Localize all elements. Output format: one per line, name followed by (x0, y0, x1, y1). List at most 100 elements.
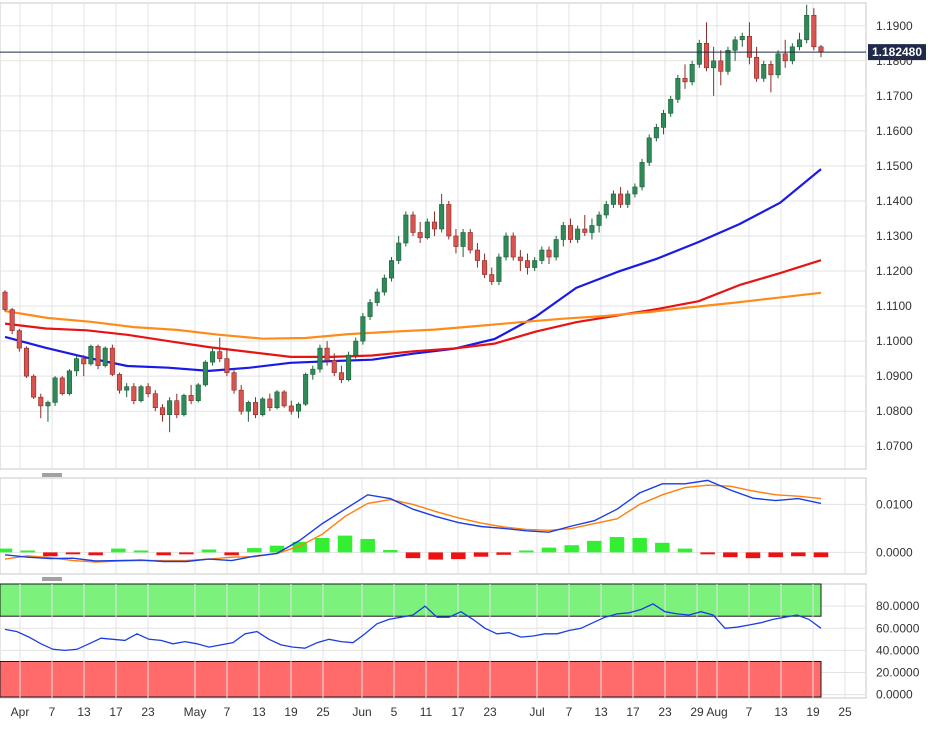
x-tick-label: 11 (420, 705, 433, 719)
candle-body (567, 225, 573, 240)
macd-histogram-bar (473, 552, 489, 557)
candlesticks (2, 4, 824, 433)
macd-line (4, 479, 822, 563)
candle-body (582, 228, 588, 233)
candle-body (9, 309, 15, 331)
oscillator-tick-label: 80.0000 (876, 599, 920, 613)
macd-histogram-bar (111, 548, 126, 553)
candle-body (346, 354, 352, 380)
macd-histogram-bar (43, 552, 58, 557)
price-tick-label: 1.1500 (876, 159, 913, 173)
candle-body (474, 249, 480, 261)
overbought-zone (0, 583, 822, 617)
candle-body (424, 221, 430, 239)
candle-body (489, 274, 495, 282)
macd-histogram-bar (813, 552, 829, 558)
candle-body (117, 374, 123, 391)
macd-histogram-bar (496, 552, 511, 555)
candle-body (768, 64, 774, 76)
candle-body (818, 46, 824, 53)
x-tick-label: 7 (224, 705, 231, 719)
price-tick-label: 1.1400 (876, 194, 913, 208)
x-tick-label: 25 (316, 705, 330, 719)
price-tick-label: 1.1000 (876, 334, 913, 348)
macd-indicator (0, 479, 829, 563)
candle-body (310, 368, 316, 375)
macd-tick-label: 0.0100 (876, 497, 913, 511)
x-tick-label: 5 (391, 705, 398, 719)
candle-body (88, 346, 94, 365)
x-tick-label: Apr (11, 705, 30, 719)
candle-body (152, 393, 158, 408)
candle-body (589, 225, 595, 233)
current-price-line: 1.182480 (0, 44, 926, 61)
candle-body (202, 361, 208, 386)
candle-body (338, 372, 344, 380)
candle-body (331, 360, 337, 373)
macd-histogram-bar (383, 550, 398, 553)
oscillator-tick-label: 0.0000 (876, 688, 913, 702)
oscillator-indicator (4, 603, 822, 652)
candle-body (797, 39, 803, 48)
candle-body (389, 260, 395, 279)
candle-body (761, 64, 767, 79)
candle-body (467, 232, 473, 251)
oscillator-panel-resize-handle[interactable] (42, 577, 62, 581)
candle-body (804, 14, 810, 41)
candle-body (324, 347, 330, 361)
candle-body (245, 402, 251, 412)
candle-body (260, 398, 266, 415)
candle-body (517, 256, 523, 261)
price-tick-label: 1.1600 (876, 124, 913, 138)
macd-histogram-bar (133, 550, 149, 553)
x-tick-label: 17 (451, 705, 465, 719)
candle-body (618, 193, 624, 205)
candle-body (195, 384, 201, 401)
macd-histogram-bar (609, 537, 625, 553)
macd-histogram-bar (65, 552, 81, 555)
candle-body (539, 249, 545, 261)
oscillator-tick-label: 20.0000 (876, 666, 920, 680)
x-tick-label: 13 (594, 705, 608, 719)
x-tick-label: 7 (566, 705, 573, 719)
candle-body (317, 347, 323, 370)
candle-body (560, 225, 566, 240)
macd-histogram-bar (20, 550, 35, 553)
candle-body (525, 260, 531, 268)
macd-histogram-bar (428, 552, 443, 560)
candle-body (38, 396, 44, 407)
current-price-tag (868, 44, 926, 61)
x-tick-label: May (184, 705, 207, 719)
candle-body (59, 377, 65, 394)
candle-body (353, 340, 359, 356)
x-tick-label: 13 (252, 705, 266, 719)
macd-histogram-bar (201, 549, 217, 553)
price-grid (0, 25, 866, 696)
candle-body (403, 214, 409, 244)
candle-body (575, 228, 581, 240)
candle-body (267, 398, 273, 408)
macd-histogram-bar (745, 552, 761, 559)
moving-average-line-2 (4, 259, 822, 358)
candle-body (74, 358, 80, 372)
oscillator-level-bands (0, 583, 822, 698)
candle-body (482, 260, 488, 275)
candle-body (174, 400, 180, 415)
macd-panel-resize-handle[interactable] (42, 473, 62, 477)
candle-body (431, 221, 437, 230)
candle-body (553, 239, 559, 258)
candle-body (181, 395, 187, 415)
candle-body (811, 14, 817, 48)
x-tick-label: 25 (838, 705, 852, 719)
candle-body (374, 291, 380, 303)
macd-histogram-bar (519, 550, 534, 553)
price-tick-label: 1.1800 (876, 54, 913, 68)
candle-body (646, 137, 652, 163)
candle-body (532, 260, 538, 268)
candle-body (725, 50, 731, 72)
candle-body (696, 42, 702, 65)
candle-body (732, 39, 738, 51)
candle-body (167, 400, 173, 415)
candle-body (360, 316, 366, 342)
